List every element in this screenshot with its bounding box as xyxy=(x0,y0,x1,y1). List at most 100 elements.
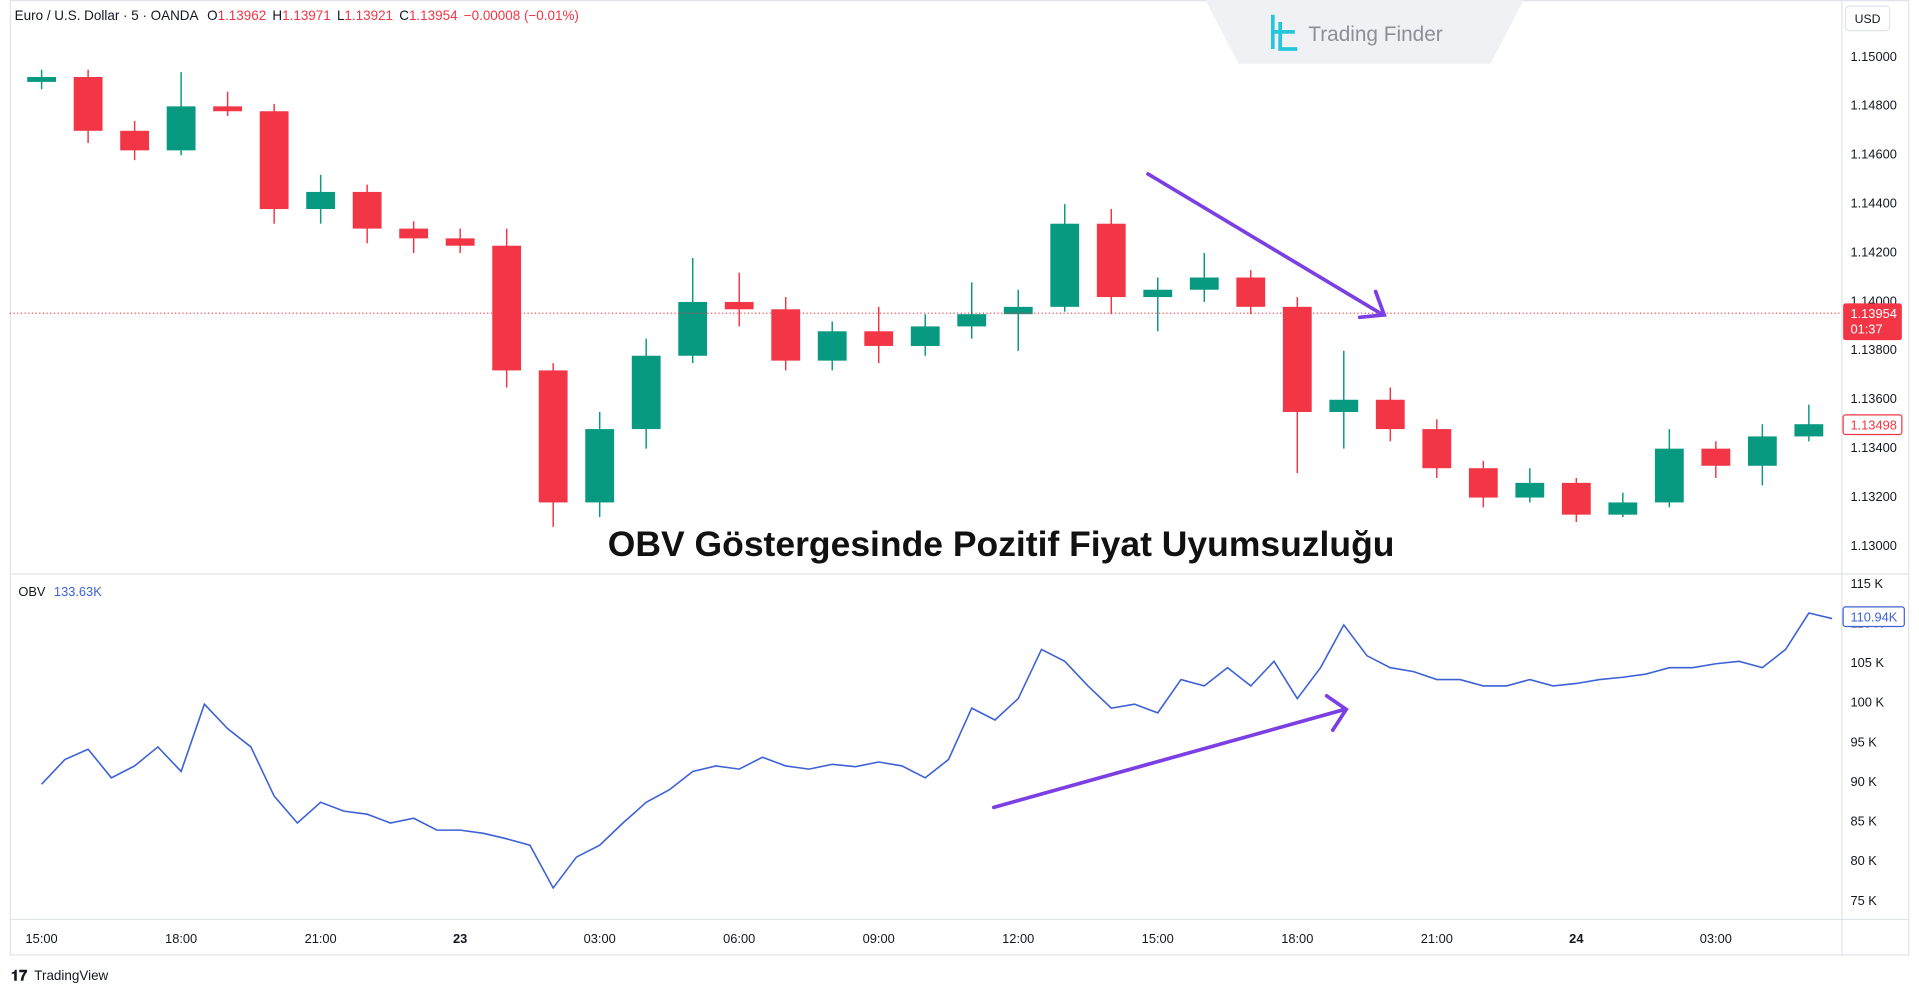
candle-body xyxy=(631,355,661,430)
candle-body xyxy=(1468,468,1498,498)
candle-body xyxy=(817,331,847,361)
x-tick-label: 23 xyxy=(453,931,467,946)
candle-body xyxy=(1236,277,1266,307)
change-value: −0.00008 (−0.01%) xyxy=(464,7,579,22)
x-tick-label: 12:00 xyxy=(1002,931,1034,946)
candle-body xyxy=(1375,399,1405,430)
x-tick-label: 24 xyxy=(1569,931,1584,946)
candle-body xyxy=(1701,448,1731,466)
watermark-text: Trading Finder xyxy=(1308,23,1442,46)
footer-logo: 𝟏𝟕 xyxy=(11,968,28,984)
candle-body xyxy=(1096,223,1126,298)
candle-body xyxy=(492,245,522,371)
y-tick-label: 1.13200 xyxy=(1850,489,1896,504)
candle-body xyxy=(1189,277,1219,290)
candle-body xyxy=(957,314,987,327)
candle-body xyxy=(1561,482,1591,515)
last-value-badge xyxy=(1842,606,1905,628)
candle-body xyxy=(771,309,801,361)
candle-body xyxy=(445,238,475,246)
countdown: 01:37 xyxy=(1850,322,1882,337)
x-tick-label: 15:00 xyxy=(26,931,58,946)
y-tick-label: 80 K xyxy=(1850,853,1877,868)
candle-body xyxy=(1608,502,1638,515)
y-tick-label: 115 K xyxy=(1850,576,1883,591)
y-tick-label: 1.14400 xyxy=(1850,196,1896,211)
y-tick-label: 1.15000 xyxy=(1850,49,1896,64)
candle-body xyxy=(73,77,103,131)
y-tick-label: 1.14200 xyxy=(1850,244,1896,259)
open-value: 1.13962 xyxy=(218,7,267,22)
price-arrow xyxy=(1146,172,1387,320)
last-price-badge xyxy=(1843,303,1902,341)
obv-title: OBV xyxy=(18,584,46,599)
annotation: OBV Göstergesinde Pozitif Fiyat Uyumsuzl… xyxy=(608,524,1395,564)
candle-body xyxy=(1050,223,1080,307)
y-tick-label: 1.13000 xyxy=(1850,538,1896,553)
x-tick-label: 21:00 xyxy=(305,931,337,946)
candle-body xyxy=(864,331,894,346)
obv-value: 133.63K xyxy=(54,584,102,599)
y-tick-label: 1.13800 xyxy=(1850,342,1896,357)
watermark-logo xyxy=(1270,14,1298,51)
candle-body xyxy=(1515,482,1545,498)
candle-body xyxy=(213,106,243,112)
candle-body xyxy=(1329,399,1359,412)
candle-body xyxy=(724,301,754,310)
y-tick-label: 1.13600 xyxy=(1850,391,1896,406)
candle-body xyxy=(1794,424,1824,437)
candle-body xyxy=(1143,289,1173,298)
candle-body xyxy=(259,111,289,210)
prev-close-badge xyxy=(1842,414,1903,436)
candle-body xyxy=(678,301,708,356)
candle-body xyxy=(120,130,150,151)
candle-body xyxy=(27,77,57,82)
x-tick-label: 18:00 xyxy=(1281,931,1313,946)
low-label: L xyxy=(337,7,345,22)
obv-arrow xyxy=(991,694,1349,810)
prev-close-label: 1.13498 xyxy=(1850,417,1896,432)
chart-frame xyxy=(9,0,1910,956)
candle-body xyxy=(1747,436,1777,466)
currency[interactable]: USD xyxy=(1855,12,1881,26)
obv-pane-header: OBV 133.63K xyxy=(18,584,102,599)
close-value: 1.13954 xyxy=(409,7,458,22)
y-tick-label: 105 K xyxy=(1850,655,1884,670)
candle-body xyxy=(399,228,429,239)
x-tick-label: 09:00 xyxy=(863,931,895,946)
candle-body xyxy=(1654,448,1684,503)
y-tick-label: 85 K xyxy=(1850,814,1877,829)
candle-body xyxy=(910,326,940,346)
plot-layer: 1.130001.132001.134001.136001.138001.140… xyxy=(9,49,1905,946)
last-value-label: 110.94K xyxy=(1850,609,1897,624)
open-label: O xyxy=(207,7,217,22)
candle-body xyxy=(538,370,568,503)
y-tick-label: 1.14800 xyxy=(1850,98,1896,113)
symbol: Euro / U.S. Dollar · 5 · OANDA xyxy=(15,7,199,22)
x-tick-label: 06:00 xyxy=(723,931,755,946)
y-tick-label: 1.14600 xyxy=(1850,147,1896,162)
high-value: 1.13971 xyxy=(282,7,331,22)
currency-button[interactable] xyxy=(1844,5,1891,32)
y-tick-label: 1.13400 xyxy=(1850,440,1896,455)
x-tick-label: 21:00 xyxy=(1421,931,1453,946)
y-tick-label: 75 K xyxy=(1850,893,1877,908)
x-tick-label: 18:00 xyxy=(165,931,197,946)
close-label: C xyxy=(399,7,409,22)
high-label: H xyxy=(272,7,282,22)
low-value: 1.13921 xyxy=(344,7,393,22)
candle-body xyxy=(1003,306,1033,315)
candle-body xyxy=(585,429,615,503)
candle-body xyxy=(166,106,196,151)
footer: TradingView xyxy=(34,968,108,983)
y-tick-label: 90 K xyxy=(1850,774,1877,789)
candle-body xyxy=(1422,429,1452,469)
x-tick-label: 03:00 xyxy=(1700,931,1732,946)
candle-body xyxy=(306,191,336,210)
obv-line xyxy=(41,612,1833,890)
candle-body xyxy=(1282,306,1312,412)
x-tick-label: 03:00 xyxy=(584,931,616,946)
